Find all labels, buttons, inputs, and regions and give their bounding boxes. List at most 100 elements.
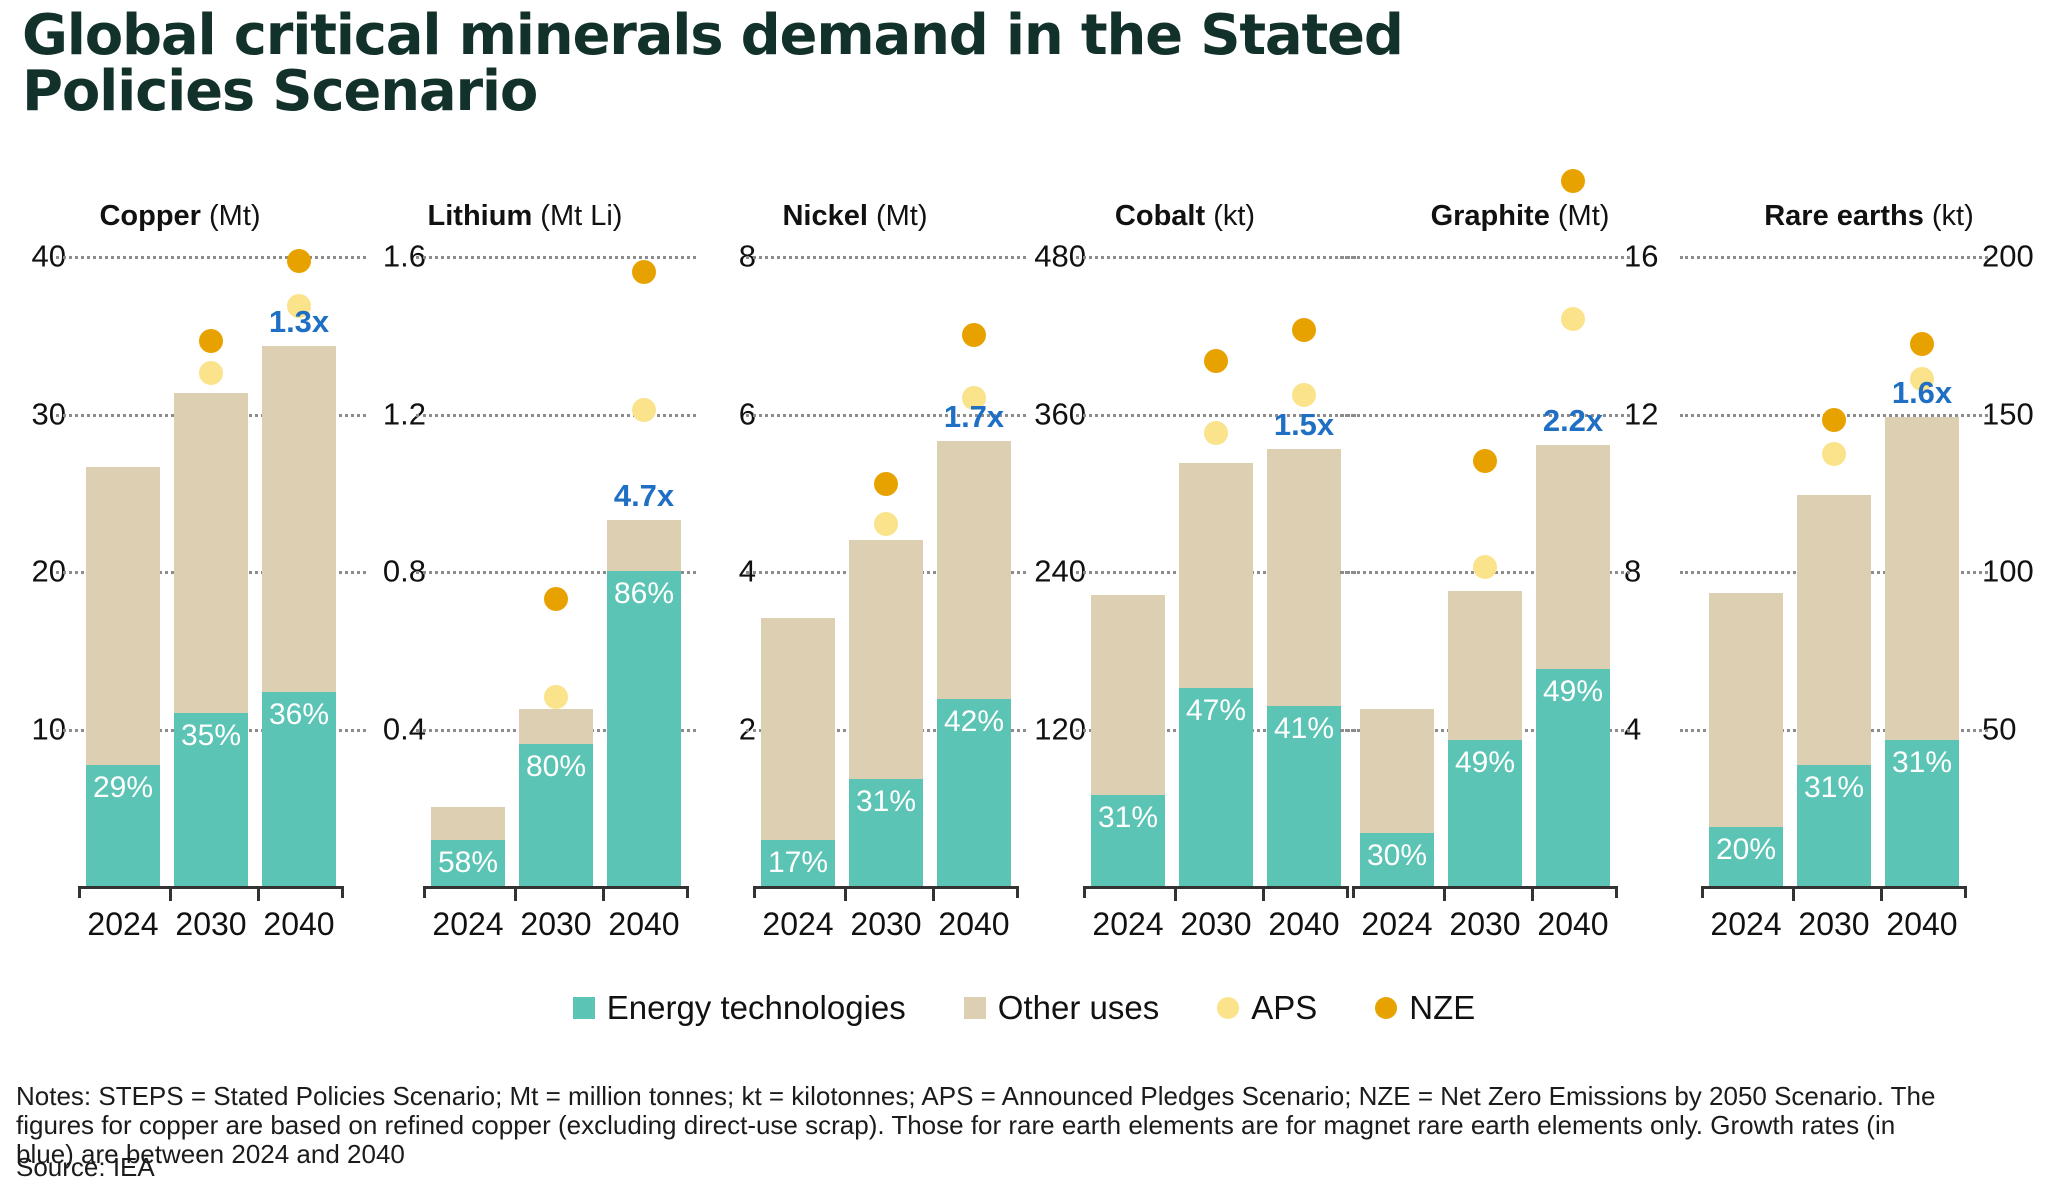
nze-marker-dot <box>874 472 898 497</box>
gridline <box>746 256 1026 259</box>
bar-stack: 86% <box>607 519 681 886</box>
plot-area: 17% 31% 42% 1.7x <box>746 256 1026 886</box>
segment-other-uses <box>1091 594 1165 796</box>
nze-marker-dot <box>199 329 223 354</box>
segment-other-uses <box>431 807 505 841</box>
x-tick-label: 2040 <box>263 906 335 942</box>
aps-marker-dot <box>1561 307 1585 331</box>
segment-energy-technologies <box>761 840 835 886</box>
bar-stack: 31% <box>1885 416 1959 886</box>
gridline <box>1340 256 1630 259</box>
energy-share-label: 31% <box>1891 746 1953 780</box>
energy-share-label: 86% <box>613 577 675 610</box>
segment-energy-technologies <box>1709 827 1783 886</box>
energy-share-label: 41% <box>1273 712 1335 746</box>
legend-circle-swatch-icon <box>1217 997 1240 1019</box>
x-axis-separator <box>257 889 260 901</box>
segment-energy-technologies <box>1448 740 1522 886</box>
x-tick-label: 2040 <box>1537 906 1609 942</box>
segment-energy-technologies <box>262 692 336 886</box>
y-axis-labels: 50 100 150 200 <box>1976 241 2048 886</box>
panel-mineral-name: Lithium <box>427 200 541 232</box>
segment-energy-technologies <box>937 699 1011 886</box>
bar-stack: 49% <box>1536 445 1610 886</box>
segment-energy-technologies <box>1797 765 1871 886</box>
panel-unit-label: (Mt) <box>875 200 928 232</box>
x-axis-separator <box>1792 889 1795 901</box>
nze-marker-dot <box>1204 349 1228 373</box>
plot-area: 29% 35% 36% 1.3x <box>56 248 366 886</box>
aps-marker-dot <box>1822 442 1846 467</box>
aps-marker-dot <box>962 385 986 410</box>
legend-item-aps: APS <box>1217 989 1317 1027</box>
legend-label: Other uses <box>997 989 1160 1026</box>
segment-other-uses <box>1360 708 1434 833</box>
y-tick-label: 100 <box>1982 553 2034 589</box>
bar-stack: 31% <box>849 539 923 886</box>
growth-rate-label: 1.3x <box>268 303 330 339</box>
aps-marker-dot <box>1204 421 1228 446</box>
energy-share-label: 31% <box>1803 771 1865 805</box>
x-axis-separator <box>844 889 847 901</box>
aps-marker-dot <box>874 511 898 536</box>
growth-rate-label: 2.2x <box>1542 403 1604 438</box>
growth-rate-label: 1.5x <box>1273 406 1335 442</box>
segment-other-uses <box>849 539 923 779</box>
bar-stack: 47% <box>1179 463 1253 886</box>
energy-share-label: 80% <box>525 750 587 784</box>
bar-stack: 80% <box>519 708 593 886</box>
x-tick-label: 2040 <box>1886 906 1958 942</box>
x-axis-line <box>78 886 344 901</box>
segment-other-uses <box>86 467 160 765</box>
x-axis-separator <box>932 889 935 901</box>
legend-circle-swatch-icon <box>1375 997 1398 1019</box>
gridline <box>1680 256 1988 259</box>
x-tick-label: 2030 <box>520 906 592 942</box>
plot-area: 58% 80% 86% 4.7x <box>416 256 696 886</box>
energy-share-label: 35% <box>180 718 242 752</box>
x-axis-separator <box>1174 889 1177 901</box>
legend-label: NZE <box>1409 989 1476 1026</box>
plot-area: 30% 49% 49% 2.2x <box>1340 169 1630 886</box>
aps-marker-dot <box>1910 366 1934 391</box>
chart-notes: Notes: STEPS = Stated Policies Scenario;… <box>16 1081 1936 1170</box>
x-axis-separator <box>602 889 605 901</box>
energy-share-label: 20% <box>1715 833 1777 867</box>
plot-area: 31% 47% 41% 1.5x <box>1076 256 1356 886</box>
segment-energy-technologies <box>174 712 248 886</box>
segment-other-uses <box>1267 448 1341 707</box>
y-tick-label: 200 <box>1982 238 2034 274</box>
gridline <box>1340 413 1630 417</box>
x-tick-label: 2030 <box>850 906 922 942</box>
segment-other-uses <box>519 708 593 745</box>
nze-marker-dot <box>962 322 986 347</box>
energy-share-label: 36% <box>268 698 330 732</box>
bar-stack: 31% <box>1797 495 1871 886</box>
segment-energy-technologies <box>1536 669 1610 886</box>
segment-energy-technologies <box>1885 740 1959 886</box>
bar-stack: 58% <box>431 807 505 886</box>
segment-energy-technologies <box>607 571 681 886</box>
x-axis-separator <box>1262 889 1265 901</box>
aps-marker-dot <box>199 360 223 385</box>
segment-other-uses <box>1885 416 1959 741</box>
x-tick-label: 2024 <box>432 906 504 942</box>
aps-marker-dot <box>1473 555 1497 580</box>
legend-label: APS <box>1251 989 1318 1026</box>
panel-mineral-name: Graphite <box>1430 200 1558 232</box>
energy-share-label: 31% <box>855 784 917 818</box>
page-title: Global critical minerals demand in the S… <box>22 3 1404 124</box>
bar-stack: 20% <box>1709 593 1783 886</box>
x-tick-label: 2040 <box>608 906 680 942</box>
x-axis-separator <box>169 889 172 901</box>
energy-share-label: 17% <box>767 846 829 880</box>
bar-stack: 35% <box>174 393 248 886</box>
y-tick-label: 8 <box>1624 553 1642 589</box>
x-axis-separator <box>1880 889 1883 901</box>
x-tick-label: 2030 <box>1449 906 1521 942</box>
aps-marker-dot <box>544 685 568 709</box>
energy-share-label: 30% <box>1366 838 1428 872</box>
energy-share-label: 58% <box>437 846 499 880</box>
segment-energy-technologies <box>86 764 160 886</box>
segment-energy-technologies <box>1360 832 1434 886</box>
